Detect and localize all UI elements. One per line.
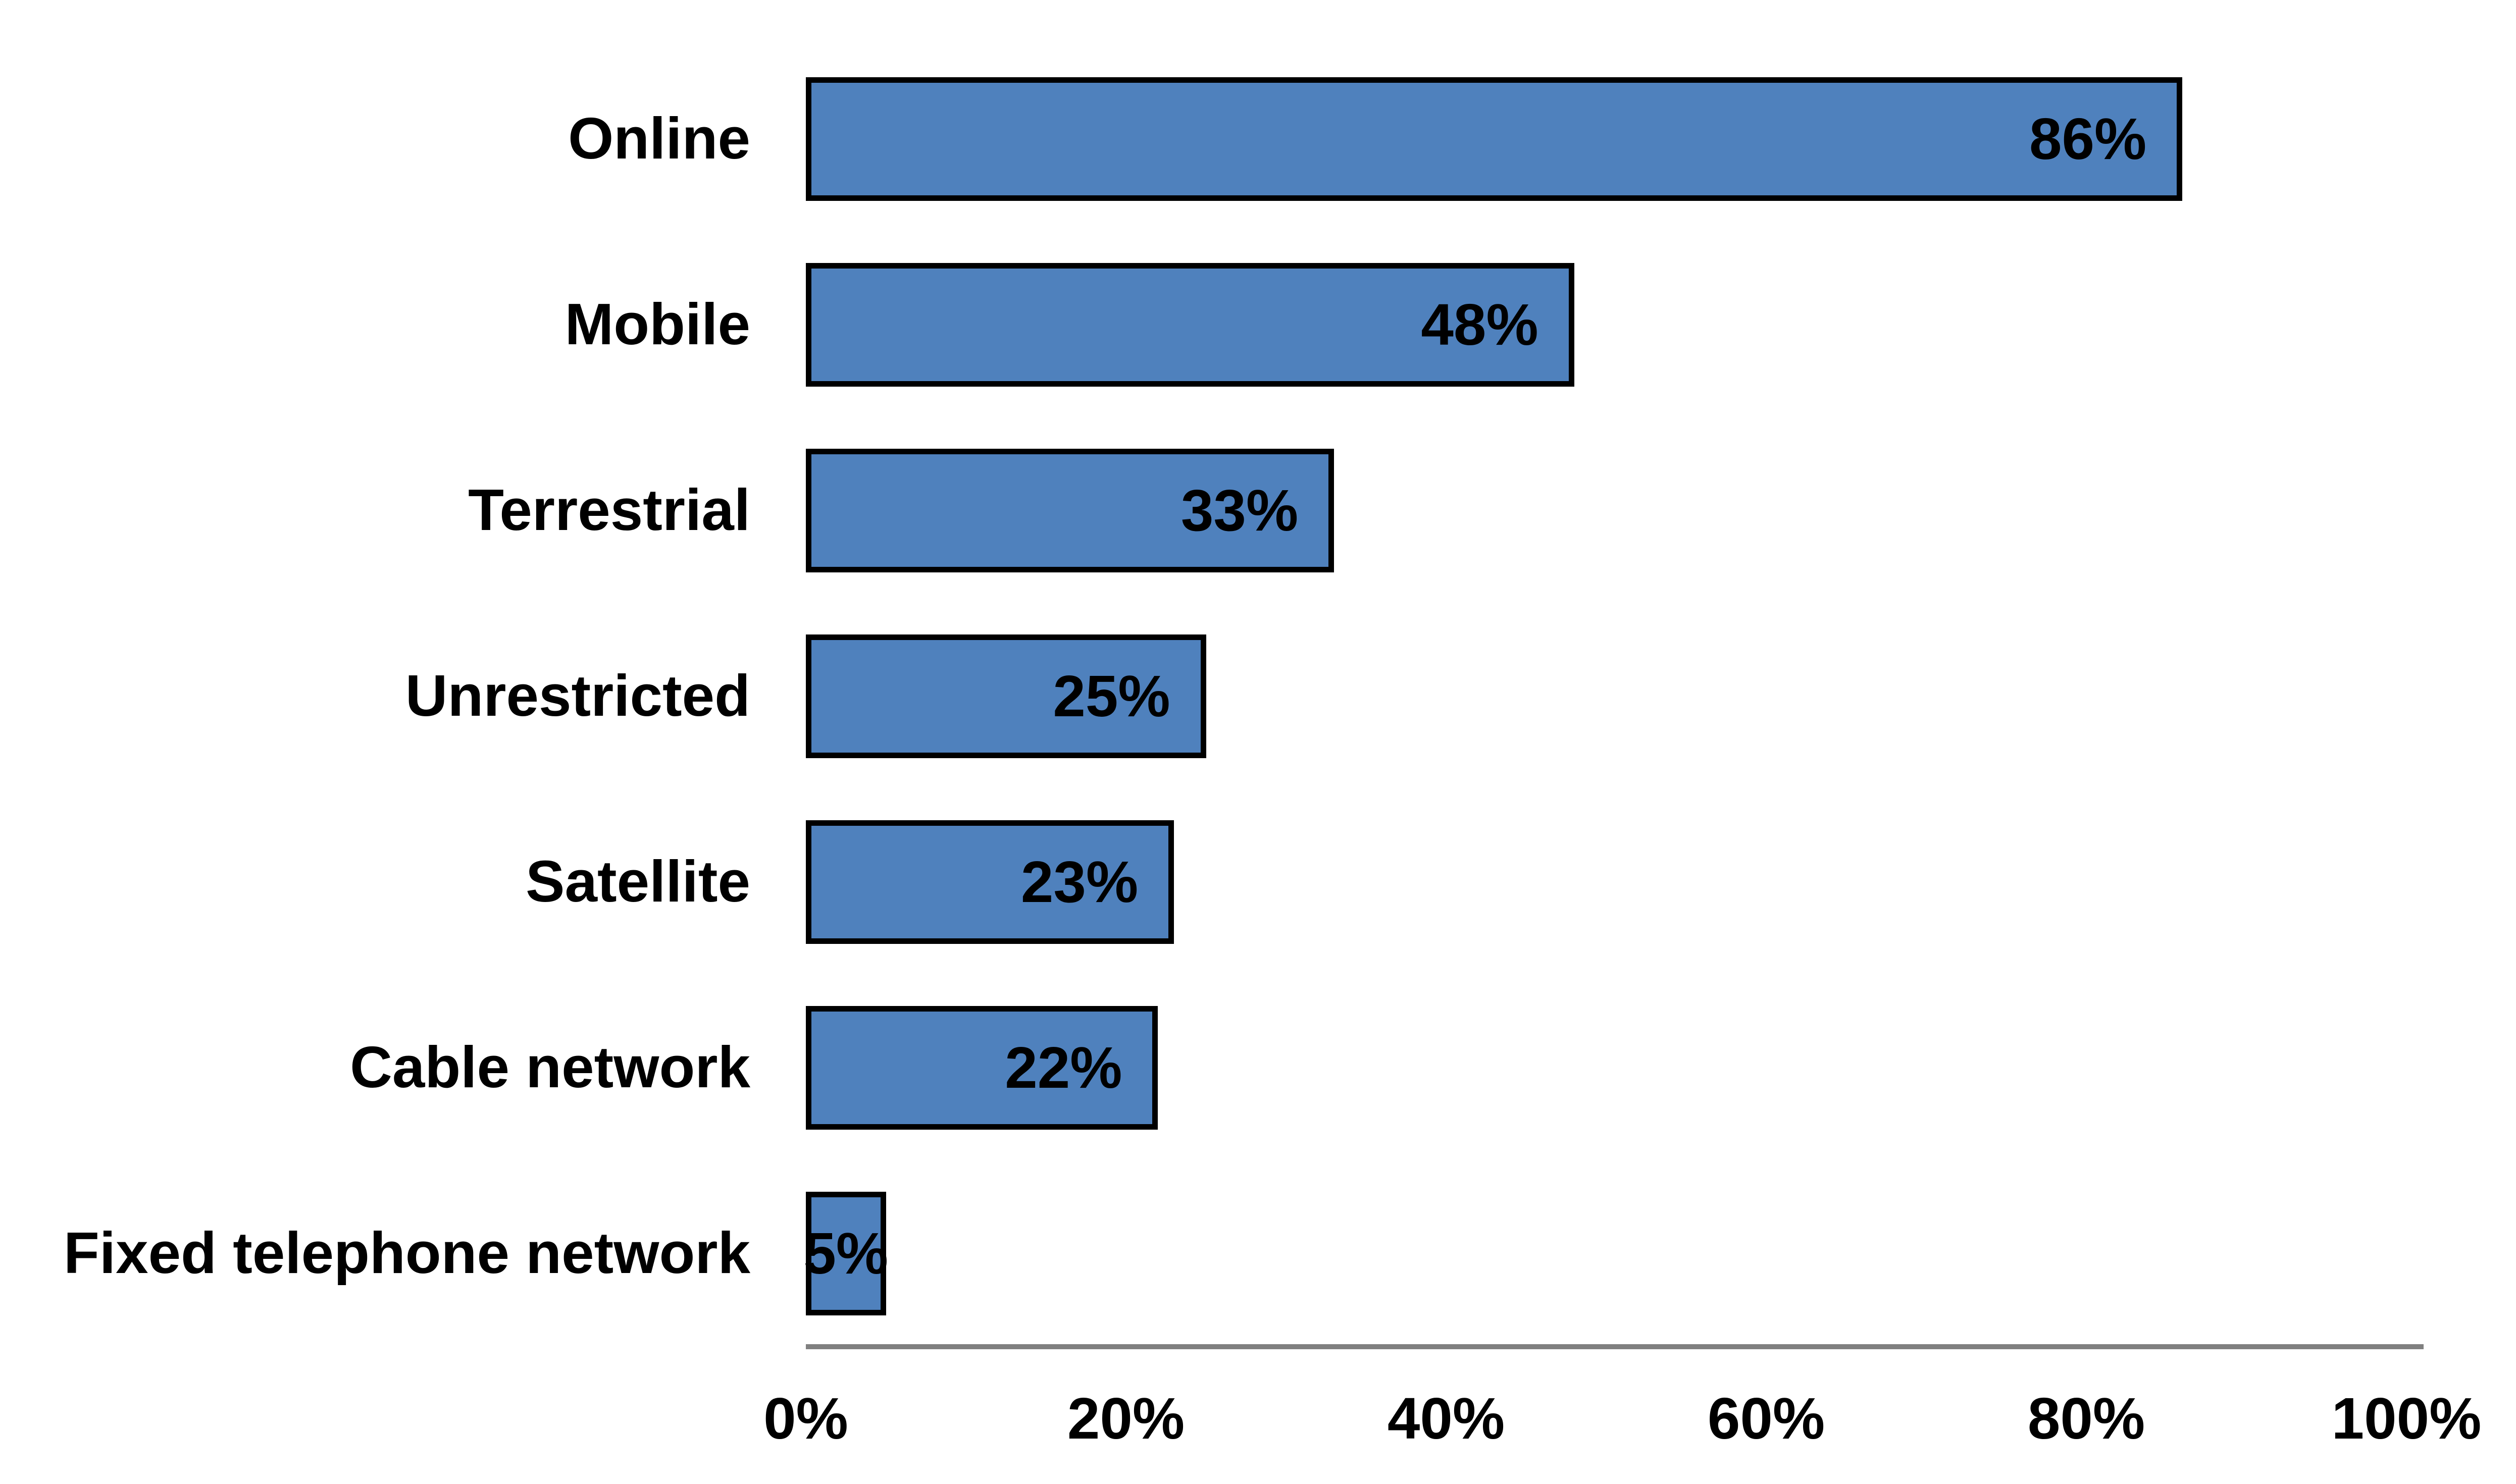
x-axis-line — [806, 1344, 2424, 1349]
bar: 86% — [806, 77, 2183, 201]
value-label: 25% — [1053, 663, 1170, 729]
bar-row: Online 86% — [0, 46, 2516, 232]
bar-row: Cable network 22% — [0, 975, 2516, 1160]
value-label: 5% — [803, 1221, 889, 1286]
value-label: 33% — [1180, 478, 1299, 543]
category-label: Mobile — [564, 291, 750, 357]
x-axis-tick-label: 60% — [1707, 1386, 1825, 1451]
bar: 23% — [806, 820, 1174, 944]
bar-track: 48% — [806, 262, 2406, 387]
bar-row: Unrestricted 25% — [0, 603, 2516, 789]
bar-track: 33% — [806, 448, 2406, 572]
bar-row: Fixed telephone network 5% — [0, 1160, 2516, 1346]
bar-track: 86% — [806, 77, 2406, 201]
value-label: 23% — [1020, 849, 1139, 915]
value-label: 86% — [2029, 106, 2147, 172]
x-axis-tick-labels: 0% 20% 40% 60% 80% 100% — [763, 1386, 2481, 1460]
bar: 33% — [806, 448, 1334, 572]
bar: 48% — [806, 262, 1574, 387]
value-label: 22% — [1005, 1035, 1122, 1100]
bar-track: 23% — [806, 820, 2406, 944]
category-label: Cable network — [350, 1034, 750, 1100]
category-label: Fixed telephone network — [64, 1220, 750, 1286]
bar-track: 25% — [806, 634, 2406, 758]
value-label: 48% — [1421, 292, 1538, 357]
x-axis-tick-label: 100% — [2331, 1386, 2482, 1451]
chart-rows: Online 86% Mobile 48% Terrestrial 33% Unrestri… — [0, 46, 2516, 1346]
category-label: Terrestrial — [468, 477, 750, 543]
bar: 25% — [806, 634, 1206, 758]
bar: 22% — [806, 1005, 1158, 1130]
category-label: Satellite — [526, 849, 750, 915]
x-axis-tick-label: 40% — [1387, 1386, 1505, 1451]
bar-track: 22% — [806, 1005, 2406, 1130]
x-axis-tick-label: 0% — [763, 1386, 848, 1451]
bar-row: Terrestrial 33% — [0, 417, 2516, 603]
bar-row: Mobile 48% — [0, 232, 2516, 417]
category-label: Online — [568, 105, 750, 172]
x-axis-tick-label: 20% — [1067, 1386, 1185, 1451]
x-axis-tick-label: 80% — [2027, 1386, 2145, 1451]
category-label: Unrestricted — [405, 663, 750, 729]
bar: 5% — [803, 1191, 889, 1315]
bar-row: Satellite 23% — [0, 789, 2516, 975]
bar-track: 5% — [803, 1191, 2406, 1315]
